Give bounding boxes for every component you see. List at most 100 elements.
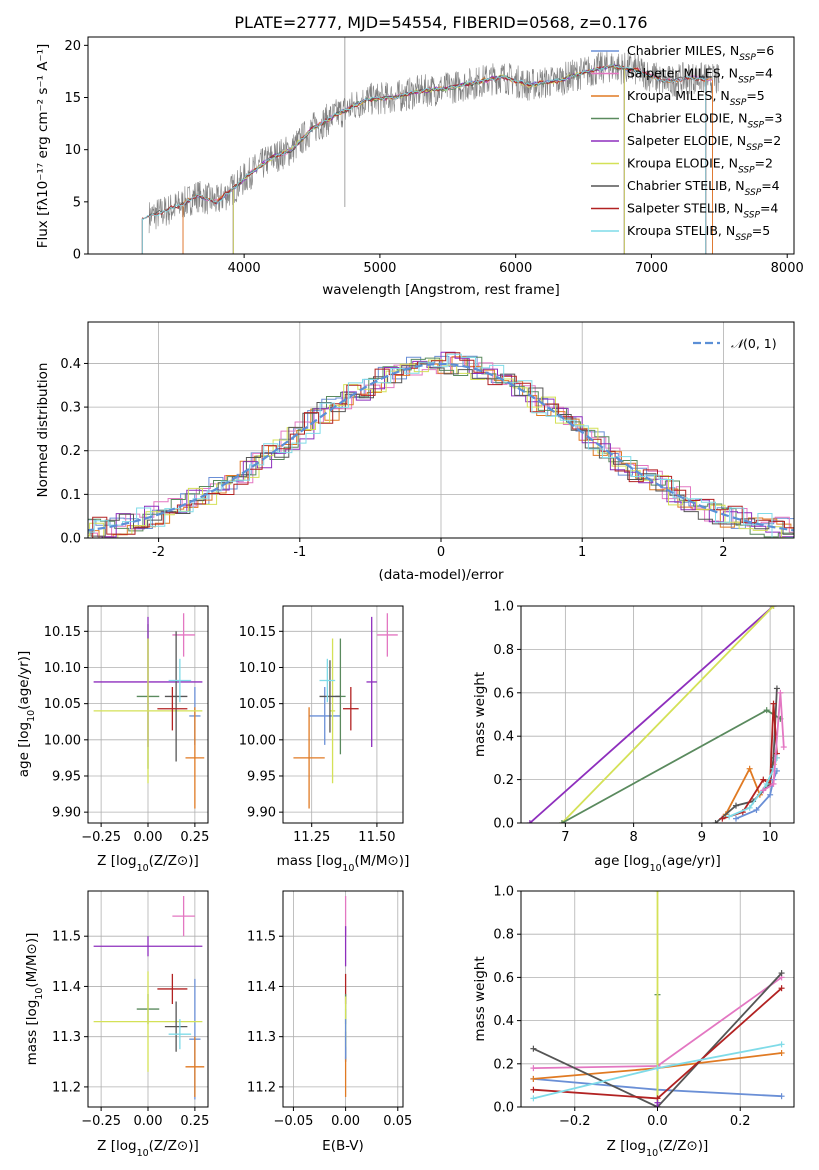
massZ-point-chabrier-stelib (164, 1001, 188, 1052)
mwZ-marker (654, 1065, 661, 1072)
mwAge-xtick-label: 8 (629, 830, 637, 845)
ageZ-xlabel-tail: (Z/Z⊙)] (149, 853, 199, 869)
massZ-point-salpeter-miles (172, 896, 195, 937)
mwAge-marker (753, 806, 760, 813)
ageZ-ytick-label: 10.10 (44, 661, 81, 676)
spectrum-xlabel: wavelength [Angstrom, rest frame] (322, 282, 560, 298)
massZ-plot-area (93, 896, 205, 1100)
spectrum-ylabel: Flux [fλ10⁻¹⁷ erg cm⁻² s⁻¹ A⁻¹] (35, 44, 51, 249)
mwAge-series-line (762, 692, 785, 792)
spectrum-xtick-label: 7000 (635, 261, 668, 276)
legend-label-tail: =5 (752, 223, 770, 238)
mwZ-marker (530, 1065, 537, 1072)
hist-normal-reference-curve (88, 362, 794, 532)
legend-label: Kroupa STELIB, NSSP=5 (627, 223, 770, 243)
ageZ-ylabel: age [log10(age/yr)] (16, 651, 37, 777)
massZ-ytick-label: 11.2 (52, 1080, 81, 1095)
mwZ-marker (654, 1099, 661, 1106)
mwAge-marker (760, 787, 767, 794)
mwZ-marker (778, 970, 785, 977)
legend-label-sub: SSP (730, 98, 747, 108)
mwAge-ytick-label: 0.0 (493, 817, 514, 832)
mwAge-ytick-label: 0.2 (493, 773, 514, 788)
legend-label: Salpeter ELODIE, NSSP=2 (627, 133, 781, 153)
mwAge-plot-area (526, 606, 787, 823)
hist-step-kroupa-stelib (88, 353, 794, 538)
legend-label-main: Salpeter STELIB, N (627, 201, 743, 216)
hist-step-salpeter-stelib (88, 352, 794, 538)
mwAge-marker (763, 780, 770, 787)
mwAge-ytick-label: 0.4 (493, 730, 514, 745)
ageZ-xtick-label: 0.25 (180, 830, 209, 845)
hist-step-kroupa-elodie (88, 359, 794, 538)
mwAge-xtick-label: 9 (698, 830, 706, 845)
ageM-point-kroupa-stelib (319, 658, 336, 703)
legend-item-kroupa-stelib: Kroupa STELIB, NSSP=5 (591, 223, 770, 243)
legend-label-tail: =2 (763, 133, 781, 148)
mwAge-marker (770, 700, 777, 707)
mwAge-marker (726, 813, 733, 820)
massE-frame (282, 890, 404, 1108)
ageZ-ytick-label: 9.95 (52, 769, 81, 784)
mwZ-xlabel-sub: 10 (646, 1148, 658, 1159)
mwZ-marker (530, 1075, 537, 1082)
ageM-xtick-label: 11.50 (358, 830, 395, 845)
legend-label-sub: SSP (743, 211, 760, 221)
ageM-point-salpeter-stelib (343, 687, 359, 731)
mwAge-ytick-label: 0.6 (493, 686, 514, 701)
legend-label: Salpeter STELIB, NSSP=4 (627, 201, 778, 221)
mwZ-frame (520, 890, 795, 1108)
legend-label-sub: SSP (738, 76, 755, 86)
spectrum-model-line (233, 63, 625, 189)
ageZ-ytick-label: 9.90 (52, 806, 81, 821)
massZ-ylabel: mass [log10(M/M⊙)] (24, 933, 45, 1066)
legend-label: Kroupa ELODIE, NSSP=2 (627, 156, 773, 176)
ageZ-point-salpeter-stelib (157, 687, 188, 731)
mwZ-ylabel: mass weight (472, 956, 488, 1041)
mwZ-marker (530, 1045, 537, 1052)
ageM-point-kroupa-elodie (329, 638, 336, 784)
legend-item-kroupa-elodie: Kroupa ELODIE, NSSP=2 (591, 156, 773, 176)
massZ-point-kroupa-stelib (168, 1019, 192, 1050)
mwZ-series-line (533, 972, 783, 1107)
mass-vs-reddening-panel: −0.05 0.00 0.05 11.2 11.3 11.4 11.5 E(B-V) (247, 890, 412, 1154)
ageZ-point-kroupa-stelib (168, 658, 192, 703)
ageM-xlabel-sub: 10 (342, 863, 354, 874)
ageM-ytick-label: 10.10 (239, 661, 276, 676)
mwAge-series-salpeter-miles (760, 689, 787, 794)
mwZ-xtick-label: −0.2 (559, 1114, 591, 1129)
legend-label-tail: =4 (761, 178, 779, 193)
mwZ-ytick-label: 0.6 (493, 971, 514, 986)
hist-frame (87, 321, 795, 539)
ageM-frame (282, 605, 404, 824)
legend-label-sub: SSP (739, 53, 756, 63)
mwAge-marker (558, 820, 565, 823)
mwZ-series-kroupa-elodie (654, 891, 661, 1107)
ageZ-xlabel-main: Z [log (97, 853, 136, 869)
spectrum-xtick-label: 8000 (771, 261, 804, 276)
massE-ytick-label: 11.5 (247, 930, 276, 945)
ageM-xlabel: mass [log10(M/M⊙)] (277, 853, 410, 874)
spectrum-model-kroupa-stelib (141, 63, 707, 254)
massE-ytick-label: 11.4 (247, 980, 276, 995)
ageZ-point-kroupa-miles (185, 707, 205, 809)
ageM-point-kroupa-miles (293, 707, 325, 809)
ageZ-point-kroupa-elodie (93, 638, 203, 784)
ageM-xlabel-tail: (M/M⊙)] (354, 853, 409, 869)
mwAge-xlabel-sub: 10 (650, 863, 662, 874)
legend-item-chabrier-miles: Chabrier MILES, NSSP=6 (591, 43, 774, 63)
hist-step-kroupa-miles (88, 356, 794, 538)
massZ-ylabel-sub: 10 (34, 988, 45, 1000)
spectrum-xtick-label: 4000 (228, 261, 261, 276)
mwZ-ytick-label: 0.8 (493, 928, 514, 943)
mwAge-marker (732, 802, 739, 809)
mwAge-marker (763, 707, 770, 714)
legend-label-main: Chabrier STELIB, N (627, 178, 745, 193)
mwZ-marker (530, 1086, 537, 1093)
hist-xlabel: (data-model)/error (378, 567, 504, 583)
ageZ-ylabel-sub: 10 (26, 710, 37, 722)
massZ-xtick-label: −0.25 (81, 1114, 121, 1129)
mwZ-series-salpeter-elodie (654, 1099, 661, 1107)
age-vs-metallicity-panel: −0.25 0.00 0.25 9.90 9.95 10.00 10.05 10.10 10.1… (16, 605, 209, 874)
